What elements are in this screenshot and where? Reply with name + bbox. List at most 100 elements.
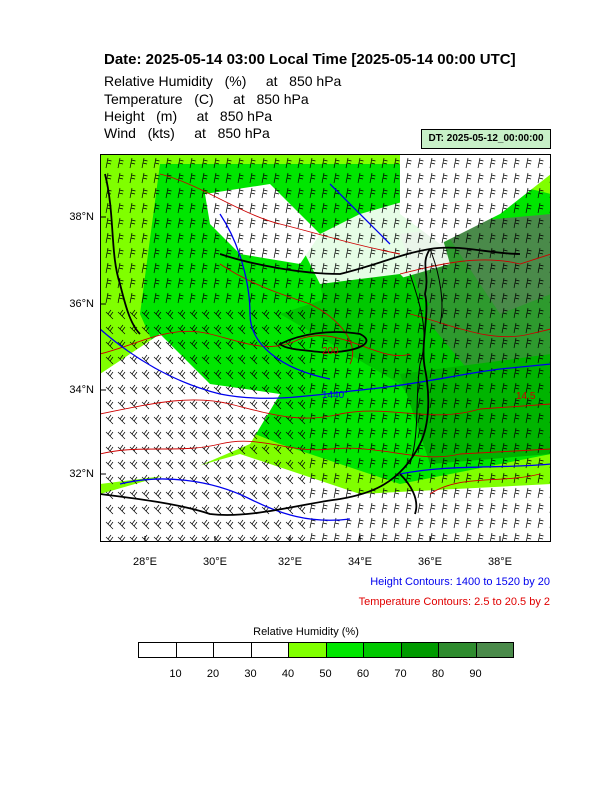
wind-barb [441, 352, 448, 364]
wind-barb [537, 157, 544, 169]
wind-barb [273, 324, 282, 335]
wind-barb [381, 292, 388, 304]
wind-barb [441, 217, 448, 229]
wind-barb [165, 429, 174, 440]
wind-barb [129, 369, 138, 380]
wind-barb [141, 504, 150, 515]
wind-barb [369, 352, 376, 364]
wind-barb [165, 247, 172, 259]
wind-barb [285, 232, 292, 244]
wind-barb [249, 459, 258, 470]
wind-barb [333, 157, 340, 169]
wind-barb [165, 187, 172, 199]
wind-barb [357, 292, 364, 304]
wind-barb [369, 517, 376, 529]
colorbar-swatch [250, 642, 289, 658]
wind-barb [285, 277, 292, 289]
wind-barb [405, 322, 412, 334]
wind-barb [513, 172, 520, 184]
temp-contour-label-b: 14.5 [516, 391, 536, 402]
wind-barb [153, 247, 160, 259]
wind-barb [369, 157, 376, 169]
wind-barb [381, 217, 388, 229]
wind-barb [393, 322, 400, 334]
wind-barb [177, 414, 186, 425]
dt-badge: DT: 2025-05-12_00:00:00 [421, 129, 551, 149]
wind-barb [429, 172, 436, 184]
wind-barb [141, 157, 148, 169]
wind-barb [405, 172, 412, 184]
wind-barb [441, 517, 448, 529]
wind-barb [321, 367, 328, 379]
wind-barb [357, 322, 364, 334]
wind-barb [333, 337, 340, 349]
wind-barb [105, 504, 114, 515]
wind-barb [417, 502, 424, 514]
wind-barb [477, 472, 484, 484]
wind-barb [249, 187, 256, 199]
wind-barb [309, 502, 316, 514]
wind-barb [285, 217, 292, 229]
wind-barb [513, 232, 520, 244]
wind-barb [381, 487, 388, 499]
wind-barb [165, 217, 172, 229]
wind-barb [429, 457, 436, 469]
wind-barb [129, 474, 138, 485]
wind-barb [237, 354, 246, 365]
wind-barb [141, 429, 150, 440]
wind-barb [357, 247, 364, 259]
wind-barb [129, 504, 138, 515]
wind-barb [177, 232, 184, 244]
wind-barb [129, 414, 138, 425]
wind-barb [393, 397, 400, 409]
wind-barb [357, 382, 364, 394]
wind-barb [477, 442, 484, 454]
temp-contour-label-a: 200 [322, 346, 339, 357]
wind-barb [189, 187, 196, 199]
wind-barb [357, 472, 364, 484]
wind-barb [261, 429, 270, 440]
wind-barb [213, 262, 220, 274]
wind-barb [201, 202, 208, 214]
wind-barb [129, 202, 136, 214]
wind-barb [333, 382, 340, 394]
wind-barb [189, 399, 198, 410]
wind-barb [177, 247, 184, 259]
wind-barb [177, 369, 186, 380]
wind-barb [369, 412, 376, 424]
wind-barb [309, 427, 316, 439]
wind-barb [357, 172, 364, 184]
wind-barb [273, 459, 282, 470]
wind-barb [501, 322, 508, 334]
wind-barb [393, 367, 400, 379]
wind-barb [513, 412, 520, 424]
wind-barb [477, 262, 484, 274]
wind-barb [429, 517, 436, 529]
temperature-contour-note: Temperature Contours: 2.5 to 20.5 by 2 [358, 596, 550, 608]
wind-barb [117, 414, 126, 425]
wind-barb [441, 367, 448, 379]
wind-barb [429, 307, 436, 319]
wind-barb [261, 354, 270, 365]
wind-barb [357, 367, 364, 379]
wind-barb [273, 429, 282, 440]
wind-barb [405, 487, 412, 499]
wind-barb [189, 474, 198, 485]
wind-barb [249, 429, 258, 440]
wind-barb [345, 262, 352, 274]
wind-barb [297, 292, 304, 304]
wind-barb [513, 187, 520, 199]
wind-barb [153, 429, 162, 440]
wind-barb [249, 519, 258, 530]
wind-barb [249, 292, 256, 304]
wind-barb [537, 232, 544, 244]
wind-barb [465, 187, 472, 199]
wind-barb [333, 172, 340, 184]
wind-barb [525, 157, 532, 169]
wind-barb [441, 457, 448, 469]
wind-barb [105, 354, 114, 365]
wind-barb [309, 442, 316, 454]
wind-barb [381, 322, 388, 334]
wind-barb [141, 277, 148, 289]
wind-barb [441, 277, 448, 289]
